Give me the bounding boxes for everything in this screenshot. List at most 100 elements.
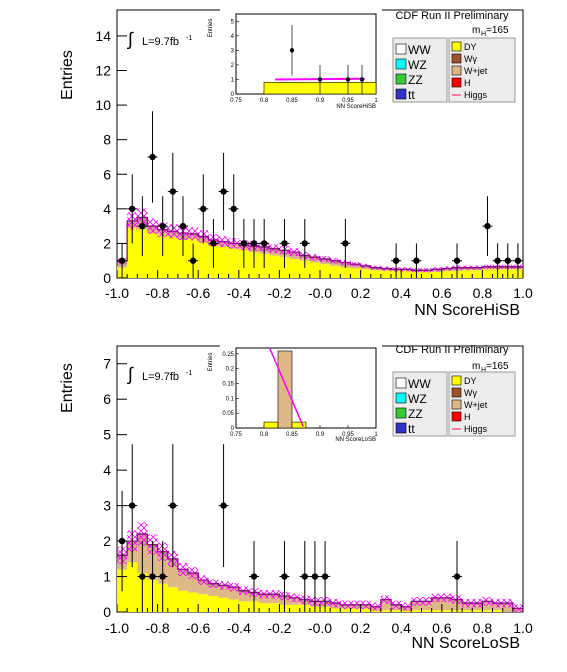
bottom-bar-wjet bbox=[462, 604, 473, 611]
top-xtick-label: 0.4 bbox=[391, 285, 411, 301]
bottom-inset-xtick-label: 0.8 bbox=[260, 432, 269, 438]
top-data-point bbox=[392, 257, 400, 264]
bottom-inset-ytick-label: 0.2 bbox=[226, 367, 235, 373]
bottom-legend-label-r0: DY bbox=[464, 376, 477, 386]
bottom-bar-dy bbox=[198, 594, 209, 612]
bottom-ytick-label: 0 bbox=[103, 604, 111, 620]
top-inset-data-point bbox=[359, 77, 365, 82]
bottom-bar-wjet bbox=[259, 596, 270, 604]
bottom-xtick-label: -0.0 bbox=[308, 620, 332, 636]
top-bar-dy bbox=[157, 234, 168, 278]
bottom-legend-swatch-ww bbox=[395, 377, 407, 389]
bottom-bar-dy bbox=[492, 610, 503, 612]
bottom-legend-swatch-wz bbox=[395, 392, 407, 404]
bottom-inset-xtick-label: 1 bbox=[374, 432, 378, 438]
bottom-ylabel: Entries bbox=[59, 363, 76, 413]
bottom-inset-bar-dy bbox=[263, 421, 279, 429]
bottom-xtick-label: 0.8 bbox=[473, 620, 493, 636]
bottom-bar-dy bbox=[380, 610, 392, 612]
top-data-point bbox=[200, 205, 207, 213]
top-bar-wjet bbox=[462, 269, 473, 271]
top-inset-xtick-label: 0.9 bbox=[316, 98, 325, 104]
bottom-bar-wjet bbox=[431, 599, 442, 611]
top-xtick-label: 1.0 bbox=[513, 285, 533, 301]
top-bar-dy bbox=[472, 270, 483, 278]
top-bar-dy bbox=[299, 260, 310, 278]
top-xtick-label: -0.4 bbox=[227, 285, 251, 301]
bottom-axes: -1.0 -0.8 -0.6 -0.4 -0.2 -0.0 0.2 0.4 0.6 0.8 1.0 0… bbox=[103, 356, 533, 636]
top-data-point bbox=[504, 257, 511, 264]
top-inset-ylabel: Entries bbox=[208, 19, 214, 38]
bottom-ytick-label: 4 bbox=[103, 462, 111, 478]
top-bar-dy bbox=[340, 267, 351, 278]
top-ytick-label: 10 bbox=[95, 97, 111, 113]
bottom-bar-dy bbox=[472, 610, 483, 612]
top-xtick-label: 0.6 bbox=[432, 285, 452, 301]
bottom-data-point bbox=[139, 573, 146, 580]
bottom-legend-swatch-r1 bbox=[451, 387, 462, 398]
bottom-inset-ytick-label: 0.05 bbox=[222, 411, 234, 417]
top-bar-dy bbox=[309, 262, 320, 278]
bottom-legend-label-zz: ZZ bbox=[408, 407, 423, 421]
top-bar-dy bbox=[269, 255, 280, 278]
top-ytick-label: 14 bbox=[95, 28, 111, 44]
bottom-bar-dy bbox=[259, 603, 270, 612]
top-header: CDF Run II Preliminary bbox=[395, 10, 509, 22]
bottom-legend-label-r4: Higgs bbox=[464, 424, 488, 434]
svg-text:∫: ∫ bbox=[126, 29, 134, 49]
top-bar-dy bbox=[320, 264, 331, 278]
bottom-inset-ytick-label: 0 bbox=[231, 426, 235, 432]
top-data-point bbox=[260, 240, 268, 247]
top-bar-wjet bbox=[330, 264, 341, 266]
bottom-inset-ytick-label: 0.25 bbox=[222, 352, 234, 358]
bottom-legend-label-r1: Wγ bbox=[464, 388, 477, 398]
top-ytick-label: 6 bbox=[103, 166, 111, 182]
top-legend-label-r2: W+jet bbox=[464, 66, 488, 76]
bottom-lumi-text: L=9.7fb bbox=[142, 371, 179, 383]
top-inset: Entries NN ScoreHiSB 0.75 0.8 0.85 0.9 0.95 1… bbox=[208, 6, 382, 113]
bottom-data-point bbox=[301, 573, 308, 580]
top-data-point bbox=[301, 240, 308, 247]
bottom-data-point bbox=[311, 573, 319, 580]
top-legend-label-r4: Higgs bbox=[464, 90, 488, 100]
top-legend-swatch-zz bbox=[395, 73, 407, 85]
bottom-legend-swatch-tt bbox=[395, 422, 407, 434]
bottom-legend-swatch-r0 bbox=[451, 375, 462, 386]
top-bar-wjet bbox=[289, 256, 300, 259]
top-data-point bbox=[179, 222, 187, 230]
bottom-bar-dy bbox=[127, 562, 138, 612]
top-ytick-label: 2 bbox=[103, 235, 111, 251]
bottom-data-point bbox=[159, 573, 166, 580]
top-inset-ytick-label: 3 bbox=[231, 48, 235, 54]
top-inset-ytick-label: 1 bbox=[231, 77, 235, 83]
top-xtick-label: -0.6 bbox=[186, 285, 210, 301]
bottom-ytick-label: 7 bbox=[103, 356, 111, 372]
bottom-bar-dy bbox=[482, 610, 493, 612]
top-legend-label-r1: Wγ bbox=[464, 54, 477, 64]
bottom-inset-ylabel: Entries bbox=[208, 353, 214, 372]
top-axes: -1.0 -0.8 -0.6 -0.4 -0.2 -0.0 0.2 0.4 0.6 0.8 1.0 0… bbox=[95, 28, 533, 301]
bottom-bar-wjet bbox=[502, 604, 513, 612]
bottom-bar-dy bbox=[167, 587, 178, 612]
top-ytick-label: 12 bbox=[95, 63, 111, 79]
top-bar-dy bbox=[360, 269, 371, 278]
bottom-bar-wjet bbox=[269, 596, 280, 604]
top-ytick-label: 8 bbox=[103, 132, 111, 148]
top-bar-dy bbox=[380, 271, 392, 278]
bottom-mass-value: =165 bbox=[486, 361, 509, 372]
top-data-point bbox=[169, 188, 177, 195]
top-data-point bbox=[189, 257, 197, 264]
top-inset-xtick-label: 0.95 bbox=[342, 98, 354, 104]
top-bar-wjet bbox=[360, 267, 371, 270]
bottom-xlabel: NN ScoreLoSB bbox=[412, 635, 521, 652]
top-bar-dy bbox=[198, 241, 209, 278]
bottom-bar-wjet bbox=[421, 603, 432, 611]
top-bar-dy bbox=[147, 233, 158, 278]
top-bar-wjet bbox=[370, 269, 381, 271]
top-bar-wjet bbox=[441, 270, 452, 272]
bottom-data-point bbox=[453, 573, 461, 580]
svg-text:∫: ∫ bbox=[126, 364, 134, 384]
top-xtick-label: -1.0 bbox=[105, 285, 129, 301]
top-data-point bbox=[281, 240, 288, 247]
